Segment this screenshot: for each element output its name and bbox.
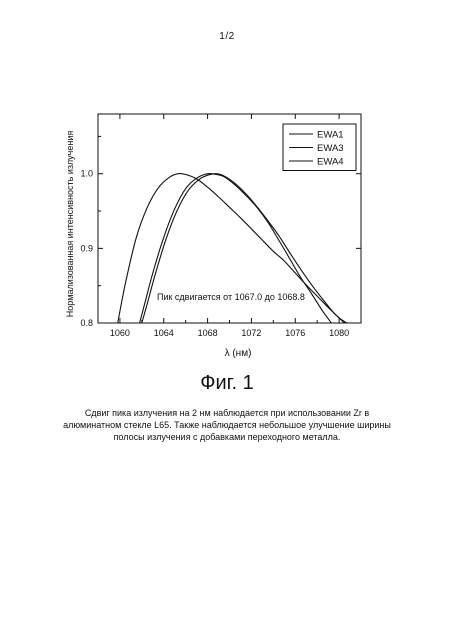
x-tick-label: 1064 bbox=[154, 328, 174, 338]
x-tick-label: 1060 bbox=[110, 328, 130, 338]
y-tick-label: 0.9 bbox=[80, 243, 93, 253]
y-tick-label: 1.0 bbox=[80, 169, 93, 179]
legend-label-ewa4: EWA4 bbox=[317, 157, 344, 168]
x-tick-label: 1072 bbox=[241, 328, 261, 338]
legend-label-ewa3: EWA3 bbox=[317, 143, 344, 154]
x-tick-label: 1068 bbox=[198, 328, 218, 338]
emission-spectrum-chart: 1060 1064 1068 1072 1076 1080 0.8 0.9 1.0 EWA1 EW… bbox=[0, 0, 454, 360]
x-tick-label: 1076 bbox=[285, 328, 305, 338]
legend-label-ewa1: EWA1 bbox=[317, 130, 344, 141]
y-tick-label: 0.8 bbox=[80, 318, 93, 328]
x-axis-label: λ (нм) bbox=[225, 348, 252, 359]
figure-caption: Сдвиг пика излучения на 2 нм наблюдается… bbox=[57, 407, 397, 443]
figure-title: Фиг. 1 bbox=[0, 372, 454, 395]
peak-shift-annotation: Пик сдвигается от 1067.0 до 1068.8 bbox=[157, 292, 305, 302]
y-axis-label: Нормализованная интенсивность излучения bbox=[65, 131, 75, 318]
x-tick-label: 1080 bbox=[329, 328, 349, 338]
